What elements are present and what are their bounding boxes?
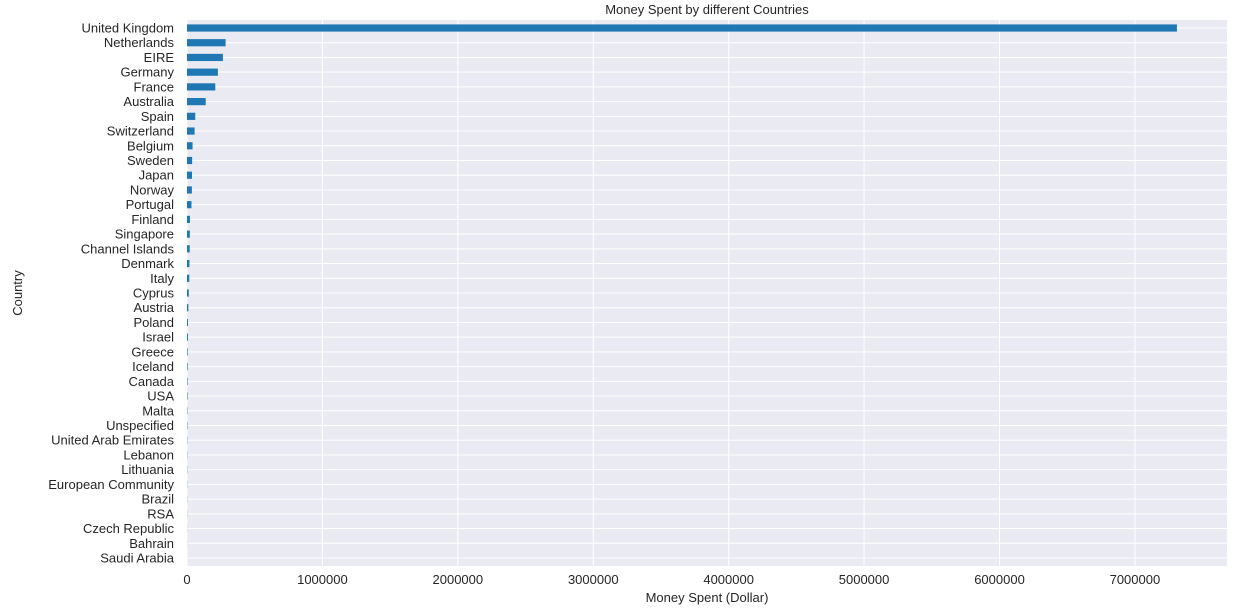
y-tick-label: Denmark (121, 256, 174, 271)
y-axis-label: Country (10, 270, 25, 316)
y-tick-label: Austria (134, 300, 175, 315)
bar (187, 24, 1177, 32)
y-tick-label: USA (147, 389, 174, 404)
y-tick-label: Spain (141, 109, 174, 124)
bar (187, 112, 196, 120)
bar (187, 230, 190, 238)
y-tick-label: EIRE (144, 50, 175, 65)
bar (187, 53, 223, 62)
bar (187, 274, 190, 282)
y-tick-label: Belgium (127, 138, 174, 153)
x-tick-label: 4000000 (703, 572, 754, 587)
bar (187, 333, 188, 341)
bar (187, 98, 206, 106)
bar (187, 318, 188, 327)
y-tick-label: Germany (121, 65, 175, 80)
y-tick-label: Italy (150, 271, 174, 286)
x-tick-label: 1000000 (297, 572, 348, 587)
y-tick-label: Japan (139, 168, 174, 183)
x-tick-label: 3000000 (568, 572, 619, 587)
y-tick-label: Lithuania (121, 462, 175, 477)
bar (187, 171, 193, 179)
y-tick-label: Saudi Arabia (100, 551, 174, 566)
bar (187, 348, 188, 356)
y-tick-label: Lebanon (123, 447, 174, 462)
bar (187, 186, 192, 194)
x-axis-label: Money Spent (Dollar) (646, 590, 769, 605)
bar (187, 363, 188, 371)
bar (187, 156, 193, 165)
bar (187, 127, 195, 135)
x-tick-label: 6000000 (974, 572, 1025, 587)
y-tick-label: Singapore (115, 227, 174, 242)
y-tick-label: Unspecified (106, 418, 174, 433)
y-tick-label: France (134, 79, 174, 94)
y-tick-label: Switzerland (107, 124, 174, 139)
y-tick-label: Cyprus (133, 286, 175, 301)
y-tick-label: Malta (142, 403, 175, 418)
bar (187, 142, 193, 150)
y-tick-label: Greece (131, 344, 174, 359)
y-tick-label: United Arab Emirates (51, 433, 174, 448)
y-tick-label: Finland (131, 212, 174, 227)
y-tick-labels: United KingdomNetherlandsEIREGermanyFran… (48, 21, 175, 566)
y-tick-label: Norway (130, 182, 175, 197)
x-tick-label: 0 (183, 572, 190, 587)
y-tick-label: Netherlands (104, 35, 175, 50)
chart-title: Money Spent by different Countries (605, 2, 809, 17)
y-tick-label: Brazil (141, 492, 174, 507)
bar (187, 68, 218, 76)
y-tick-label: Iceland (132, 359, 174, 374)
y-tick-label: Poland (134, 315, 174, 330)
x-tick-label: 5000000 (839, 572, 890, 587)
y-tick-label: Israel (142, 330, 174, 345)
y-tick-label: RSA (147, 506, 174, 521)
y-tick-label: Bahrain (129, 536, 174, 551)
x-tick-labels: 0 1000000 2000000 3000000 4000000 5000000 6000… (183, 572, 1160, 587)
bar (187, 304, 189, 312)
y-tick-label: United Kingdom (82, 21, 175, 36)
y-tick-label: Sweden (127, 153, 174, 168)
bar (187, 215, 190, 223)
x-tick-label: 7000000 (1110, 572, 1161, 587)
grid-lines (186, 20, 1227, 566)
y-tick-label: European Community (48, 477, 174, 492)
y-tick-label: Canada (128, 374, 174, 389)
y-tick-label: Czech Republic (83, 521, 175, 536)
bar (187, 245, 190, 253)
x-tick-label: 2000000 (433, 572, 484, 587)
bar (187, 83, 216, 91)
bar (187, 259, 190, 268)
y-tick-label: Channel Islands (81, 241, 175, 256)
y-tick-label: Portugal (126, 197, 175, 212)
bar (187, 377, 188, 385)
bars (187, 24, 1177, 562)
y-tick-label: Australia (123, 94, 174, 109)
bar (187, 289, 189, 297)
bar (187, 39, 226, 47)
bar (187, 201, 192, 209)
